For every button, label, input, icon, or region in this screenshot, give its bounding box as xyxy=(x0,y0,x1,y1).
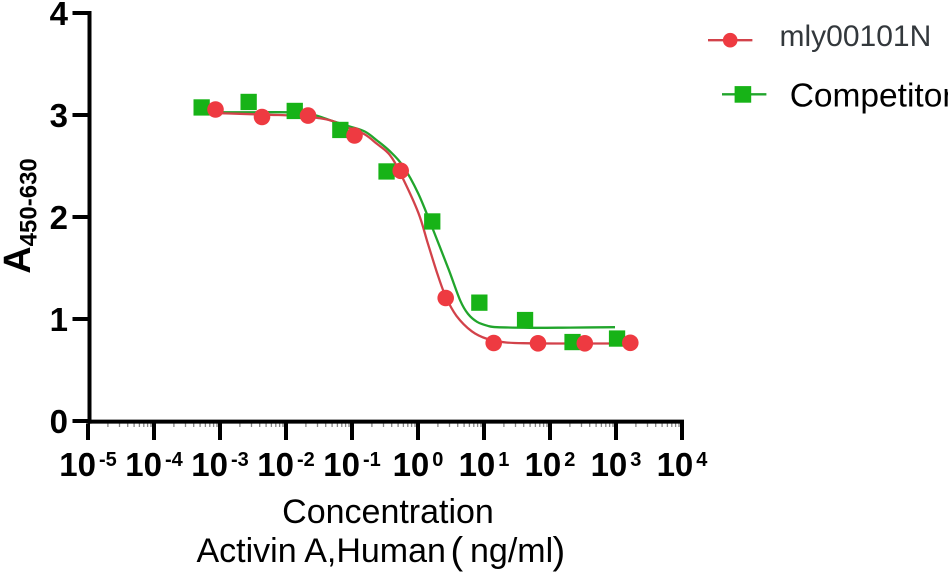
svg-text:): ) xyxy=(553,531,566,573)
svg-text:(: ( xyxy=(451,531,464,573)
svg-text:ng/ml: ng/ml xyxy=(470,532,553,570)
svg-text:104: 10 4 xyxy=(657,446,709,483)
svg-text:mly00101N: mly00101N xyxy=(780,20,932,53)
svg-text:3: 3 xyxy=(50,97,68,134)
svg-text:10-3: 10 -3 xyxy=(191,446,249,483)
svg-text:2: 2 xyxy=(50,199,68,236)
svg-text:0: 0 xyxy=(50,403,68,440)
svg-text:Activin A,Human: Activin A,Human xyxy=(197,532,446,570)
svg-text:Competitor: Competitor xyxy=(790,78,948,115)
svg-text:1: 1 xyxy=(50,301,68,338)
svg-text:4: 4 xyxy=(50,0,69,32)
svg-text:Concentration: Concentration xyxy=(282,493,494,531)
